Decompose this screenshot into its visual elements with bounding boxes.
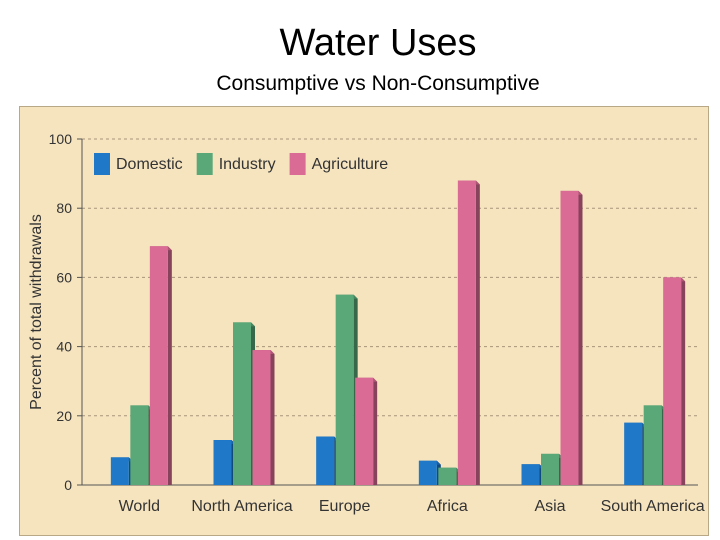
bar (233, 322, 251, 485)
bar (418, 460, 437, 485)
x-tick-label: World (119, 498, 161, 515)
y-tick-label: 40 (56, 339, 72, 355)
y-tick-label: 0 (64, 477, 72, 493)
bar (438, 467, 457, 485)
y-tick-label: 80 (56, 200, 72, 216)
bar-side (578, 190, 583, 485)
chart-panel: 0 20 40 60 80 100 Percent of total withdrawals… (19, 106, 709, 536)
legend-swatch (94, 153, 110, 175)
bar (316, 436, 335, 485)
bar (643, 405, 662, 485)
bar-chart: 0 20 40 60 80 100 Percent of total withdrawals… (28, 131, 705, 515)
bar (213, 440, 232, 485)
x-tick-label: North America (191, 498, 292, 515)
bar (521, 464, 540, 485)
page-title: Water Uses (279, 22, 477, 64)
x-tick-label: Africa (427, 498, 468, 515)
legend-label: Domestic (116, 156, 183, 173)
y-tick-label: 100 (49, 131, 73, 147)
legend-swatch (289, 153, 306, 175)
page-subtitle: Consumptive vs Non-Consumptive (216, 72, 540, 95)
y-tick-label: 20 (56, 408, 72, 424)
bar-side (167, 246, 172, 485)
bar (130, 405, 149, 485)
bar (560, 190, 579, 485)
x-tick-label: Asia (534, 498, 565, 515)
bar-side (270, 350, 275, 485)
bar (110, 457, 129, 485)
bar (355, 377, 374, 485)
bar (335, 294, 354, 485)
bar (457, 180, 476, 485)
bar (663, 277, 682, 485)
legend-label: Agriculture (312, 156, 389, 173)
y-tick-label: 60 (56, 269, 72, 285)
bar (624, 422, 643, 485)
x-tick-label: South America (601, 498, 705, 515)
legend-label: Industry (219, 156, 276, 173)
bar-side (475, 180, 480, 485)
bar-side (681, 277, 686, 485)
bar-side (373, 377, 378, 485)
bar (149, 246, 168, 485)
legend-swatch (196, 153, 213, 175)
x-tick-label: Europe (319, 498, 371, 515)
bar (252, 350, 271, 485)
bar (541, 453, 559, 485)
y-axis-label: Percent of total withdrawals (28, 214, 45, 410)
